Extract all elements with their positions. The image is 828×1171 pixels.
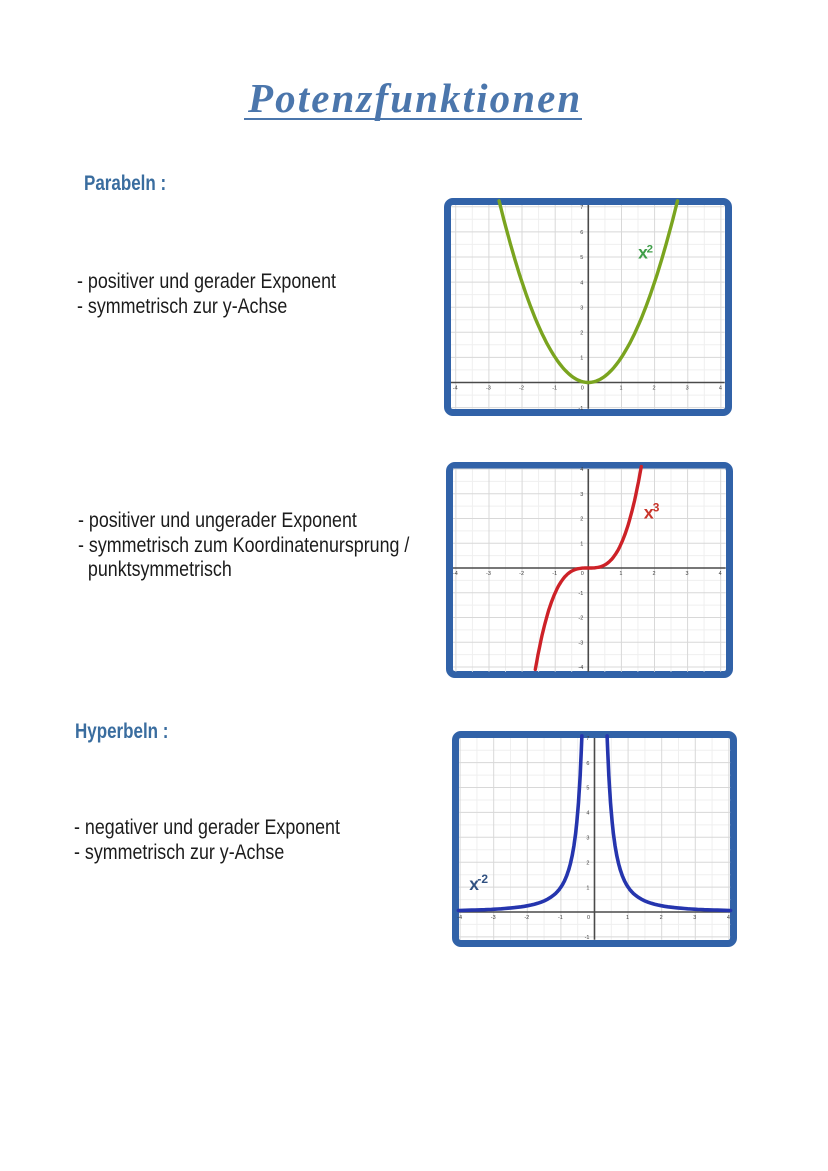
svg-text:-1: -1: [557, 915, 562, 921]
svg-text:x: x: [638, 243, 648, 263]
svg-text:2: 2: [580, 330, 583, 336]
svg-text:4: 4: [580, 280, 583, 286]
svg-text:2: 2: [586, 860, 589, 866]
svg-text:-3: -3: [578, 640, 583, 646]
svg-text:5: 5: [586, 786, 589, 792]
svg-text:4: 4: [719, 570, 722, 576]
svg-text:2: 2: [647, 244, 653, 256]
svg-text:2: 2: [652, 570, 655, 576]
svg-text:-2: -2: [524, 915, 529, 921]
svg-text:-3: -3: [486, 385, 491, 391]
svg-text:3: 3: [686, 570, 689, 576]
svg-text:-4: -4: [453, 570, 458, 576]
svg-text:-4: -4: [457, 915, 462, 921]
svg-text:0: 0: [581, 385, 584, 391]
svg-text:-1: -1: [578, 590, 583, 596]
svg-text:1: 1: [580, 356, 583, 362]
svg-text:-4: -4: [578, 665, 583, 671]
svg-text:3: 3: [586, 835, 589, 841]
svg-text:3: 3: [580, 491, 583, 497]
svg-text:-2: -2: [578, 615, 583, 621]
svg-text:1: 1: [626, 915, 629, 921]
svg-text:1: 1: [619, 570, 622, 576]
svg-text:4: 4: [586, 811, 589, 817]
svg-text:7: 7: [580, 205, 583, 211]
svg-text:3: 3: [653, 500, 660, 514]
svg-text:1: 1: [619, 385, 622, 391]
svg-text:-2: -2: [519, 385, 524, 391]
svg-text:-2: -2: [477, 872, 488, 886]
svg-text:x: x: [644, 502, 654, 522]
svg-text:5: 5: [580, 255, 583, 261]
svg-text:6: 6: [586, 761, 589, 767]
svg-text:4: 4: [726, 915, 729, 921]
svg-text:0: 0: [581, 570, 584, 576]
svg-text:2: 2: [580, 516, 583, 522]
svg-text:3: 3: [693, 915, 696, 921]
svg-text:-2: -2: [519, 570, 524, 576]
svg-text:1: 1: [586, 885, 589, 891]
svg-text:4: 4: [719, 385, 722, 391]
svg-text:-3: -3: [490, 915, 495, 921]
svg-text:-4: -4: [453, 385, 458, 391]
svg-text:2: 2: [659, 915, 662, 921]
svg-text:3: 3: [580, 305, 583, 311]
svg-text:-1: -1: [578, 406, 583, 412]
svg-text:-1: -1: [552, 385, 557, 391]
svg-text:-3: -3: [486, 570, 491, 576]
svg-text:6: 6: [580, 230, 583, 236]
svg-text:1: 1: [580, 541, 583, 547]
svg-text:3: 3: [686, 385, 689, 391]
svg-text:-1: -1: [552, 570, 557, 576]
svg-text:-1: -1: [584, 935, 589, 941]
svg-text:0: 0: [586, 915, 589, 921]
svg-text:2: 2: [653, 385, 656, 391]
svg-text:7: 7: [586, 736, 589, 742]
svg-text:4: 4: [580, 467, 583, 473]
svg-text:x: x: [469, 874, 479, 894]
